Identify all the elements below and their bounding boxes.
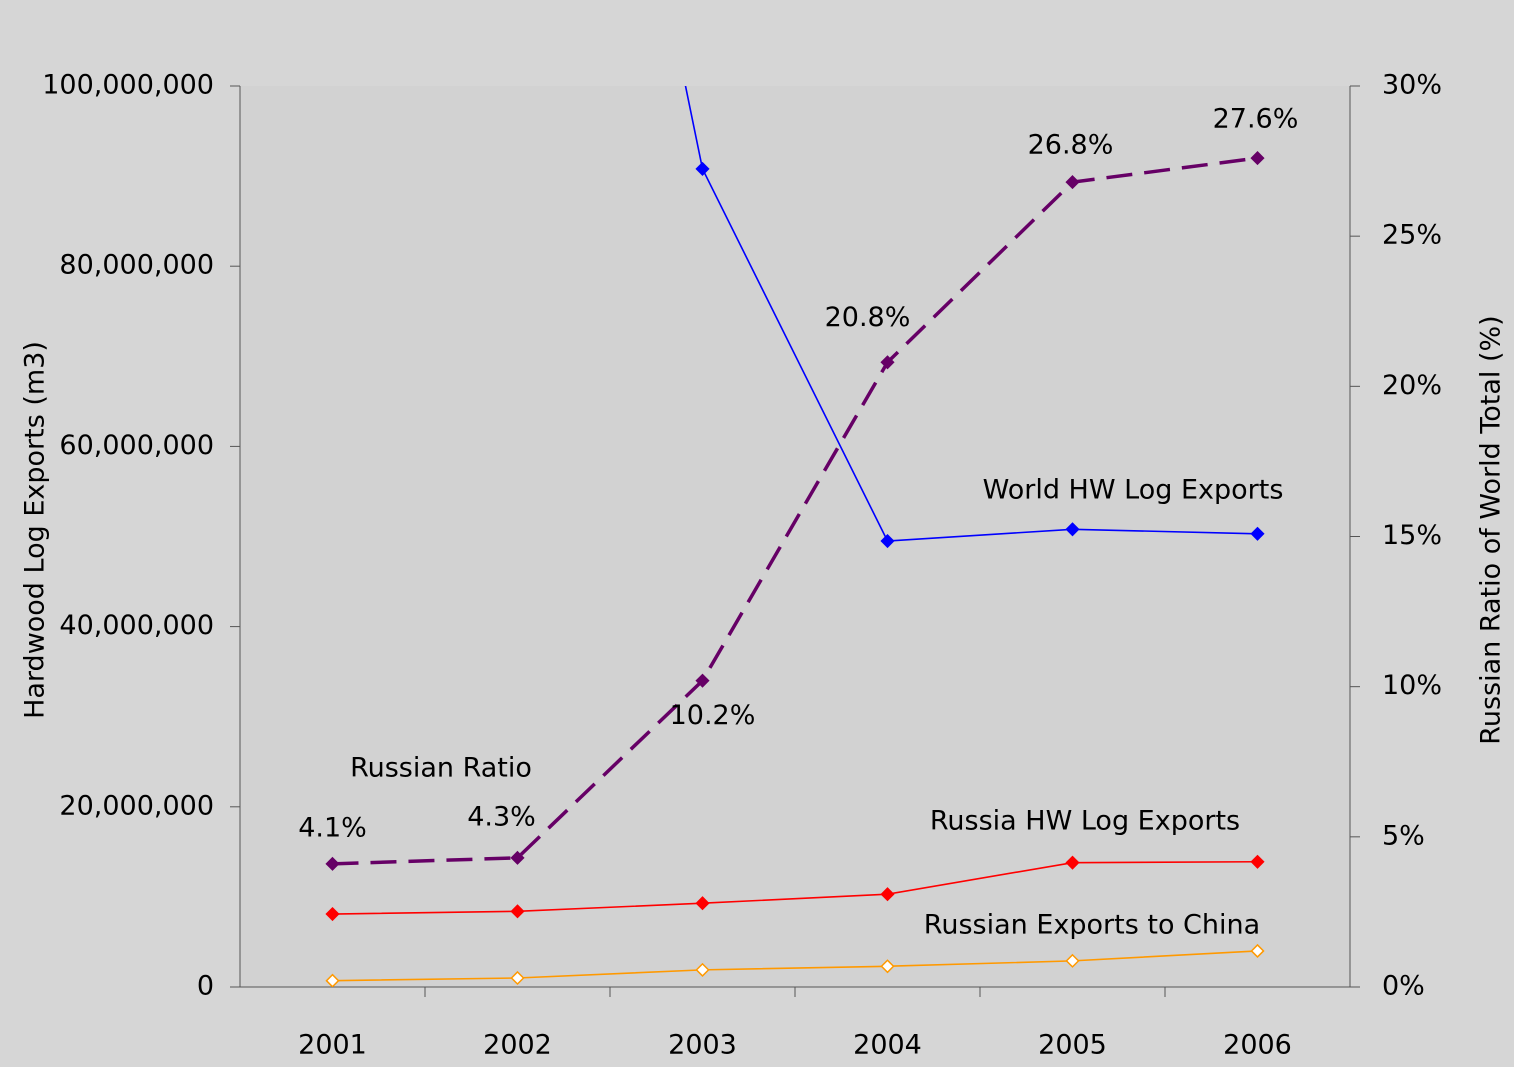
series-label: World HW Log Exports: [983, 475, 1284, 506]
data-point: [1250, 854, 1265, 869]
series-line: [332, 860, 1258, 915]
series-line: [332, 156, 1258, 866]
data-point: [1250, 526, 1265, 541]
series-label: Russian Ratio: [350, 753, 532, 784]
data-point: [510, 904, 525, 919]
y-tick-label: 80,000,000: [59, 250, 214, 281]
data-point: [695, 161, 710, 176]
y2-tick-label: 10%: [1382, 670, 1442, 701]
x-tick-label: 2006: [1223, 1030, 1292, 1061]
x-tick-label: 2005: [1038, 1030, 1107, 1061]
data-point: [1065, 175, 1080, 190]
data-point: [1065, 522, 1080, 537]
y2-tick-label: 30%: [1382, 70, 1442, 101]
y2-axis-label: Russian Ratio of World Total (%): [1476, 315, 1507, 744]
data-point: [1250, 151, 1265, 166]
x-tick-label: 2004: [853, 1030, 922, 1061]
data-point: [325, 973, 340, 987]
data-point: [695, 673, 710, 688]
data-point: [880, 533, 895, 549]
series-line: [684, 86, 1258, 542]
data-point: [325, 856, 340, 871]
y2-tick-label: 15%: [1382, 520, 1442, 551]
data-point: [695, 896, 710, 911]
data-point: [880, 355, 895, 370]
series-label: Russian Exports to China: [924, 910, 1260, 941]
series-label: Russia HW Log Exports: [930, 806, 1240, 837]
data-label: 27.6%: [1213, 104, 1299, 135]
data-label: 26.8%: [1028, 130, 1114, 161]
data-label: 10.2%: [670, 700, 756, 731]
data-label: 20.8%: [825, 302, 911, 333]
data-point: [510, 850, 525, 865]
data-point: [880, 959, 895, 974]
data-label: 4.3%: [467, 801, 536, 832]
y-tick-label: 100,000,000: [42, 70, 214, 101]
x-tick-label: 2002: [483, 1030, 552, 1061]
data-point: [510, 970, 525, 986]
y2-tick-label: 5%: [1382, 820, 1425, 851]
plot-area: [240, 86, 1350, 987]
y-tick-label: 60,000,000: [59, 430, 214, 461]
data-point: [1250, 943, 1265, 959]
y-tick-label: 0: [197, 971, 214, 1002]
y2-tick-label: 20%: [1382, 370, 1442, 401]
plot-clip: [325, 86, 1265, 987]
data-label: 4.1%: [298, 812, 367, 843]
series-line: [332, 950, 1258, 982]
data-point: [1065, 855, 1080, 870]
data-point: [1065, 953, 1080, 968]
x-tick-label: 2001: [298, 1030, 367, 1061]
y-axis-label: Hardwood Log Exports (m3): [20, 341, 51, 719]
x-tick-label: 2003: [668, 1030, 737, 1061]
y-tick-label: 20,000,000: [59, 790, 214, 821]
y2-tick-label: 25%: [1382, 220, 1442, 251]
data-point: [695, 962, 710, 977]
data-point: [325, 906, 340, 922]
data-point: [880, 887, 895, 902]
y-tick-label: 40,000,000: [59, 610, 214, 641]
y2-tick-label: 0%: [1382, 971, 1425, 1002]
